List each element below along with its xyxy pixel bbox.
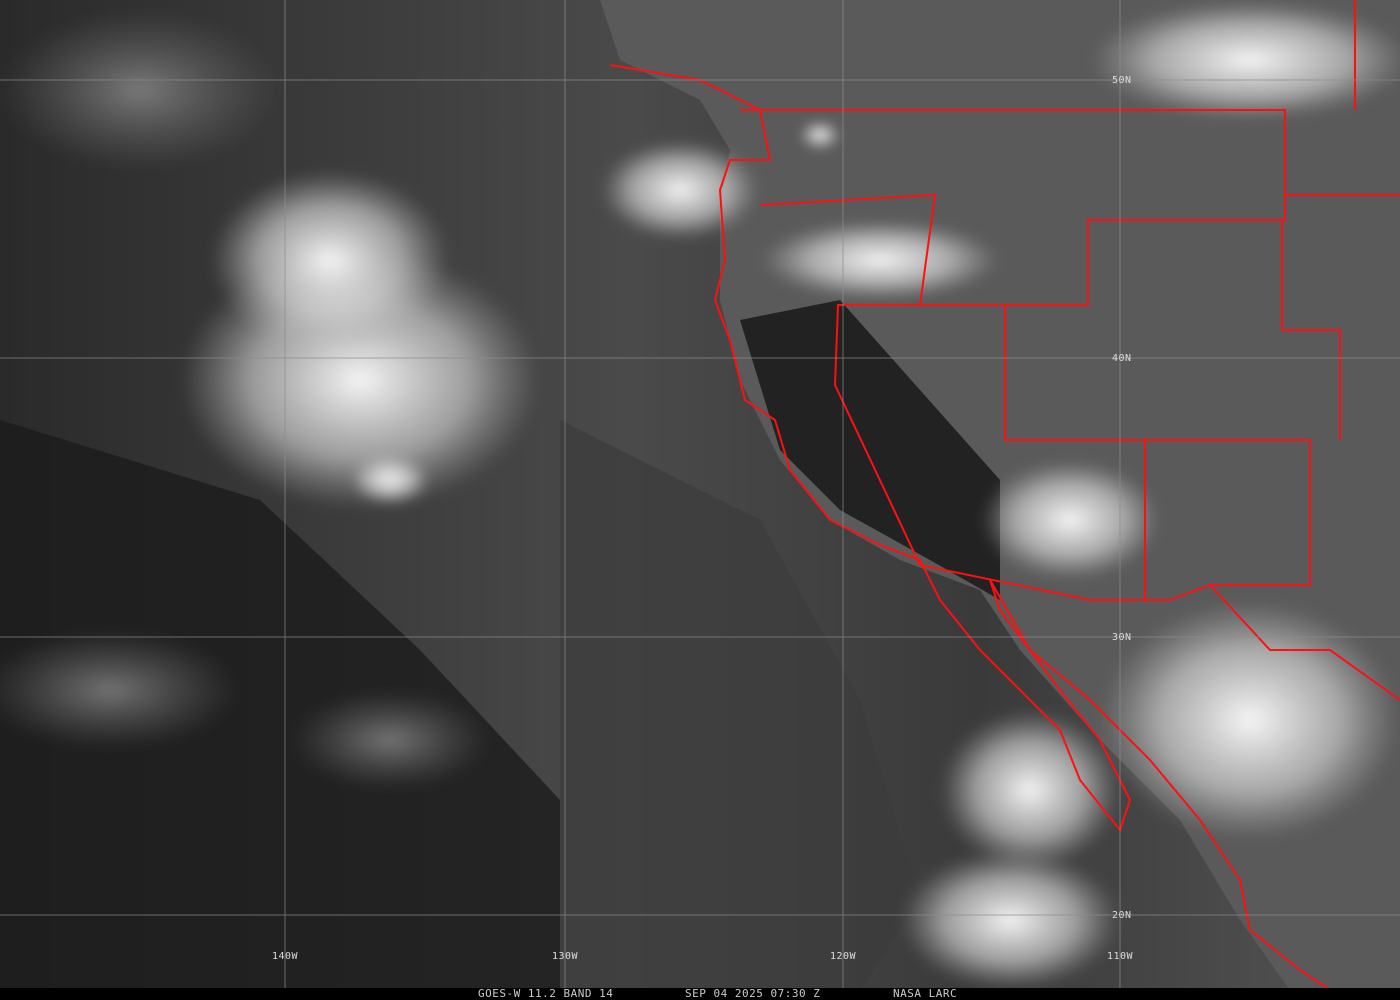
latitude-label: 20N	[1112, 910, 1132, 921]
longitude-label: 140W	[272, 951, 299, 962]
longitude-label: 130W	[552, 951, 579, 962]
borders	[609, 0, 1400, 991]
longitude-label: 110W	[1107, 951, 1134, 962]
footer-satellite: GOES-W 11.2 BAND 14	[478, 987, 613, 1000]
footer-source: NASA LARC	[893, 987, 957, 1000]
footer-bar	[0, 988, 1400, 1000]
dark-valley	[740, 300, 1000, 600]
dark-sea	[560, 420, 920, 990]
footer-timestamp: SEP 04 2025 07:30 Z	[685, 987, 820, 1000]
latitude-label: 50N	[1112, 75, 1132, 86]
dark-ocean	[0, 420, 560, 990]
latitude-label: 40N	[1112, 353, 1132, 364]
latitude-label: 30N	[1112, 632, 1132, 643]
longitude-label: 120W	[830, 951, 857, 962]
